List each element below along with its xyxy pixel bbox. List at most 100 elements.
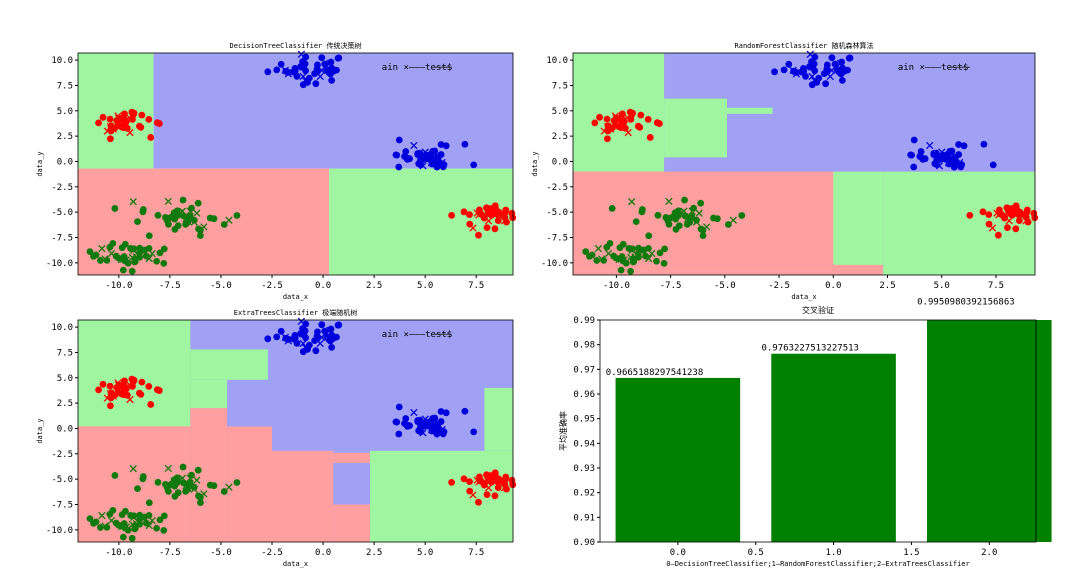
y-tick-label: 0.0 — [57, 424, 73, 434]
train-point-marker — [162, 214, 169, 221]
train-point-marker — [179, 196, 187, 204]
train-point-marker — [302, 320, 310, 328]
test-point-marker — [326, 59, 334, 68]
train-point-marker — [417, 152, 425, 160]
train-point-marker — [654, 211, 662, 219]
train-point-marker — [440, 161, 448, 169]
train-point-marker — [653, 257, 660, 265]
train-point-marker — [582, 248, 590, 256]
test-point-marker — [826, 72, 834, 81]
y-tick-label: 0.0 — [552, 157, 568, 167]
train-point-marker — [699, 232, 707, 240]
train-point-marker — [165, 487, 172, 495]
x-tick-label: 0.5 — [748, 548, 764, 558]
train-point-marker — [134, 218, 141, 226]
train-point-marker — [206, 214, 214, 222]
train-point-marker — [440, 428, 448, 436]
y-tick-label: 7.5 — [57, 348, 73, 358]
y-tick-label: 0.95 — [573, 415, 595, 425]
train-point-marker — [314, 335, 321, 342]
test-point-marker — [680, 207, 688, 215]
train-point-marker — [141, 246, 148, 254]
test-point-marker — [836, 59, 845, 68]
test-point-marker — [612, 114, 620, 122]
train-point-marker — [442, 409, 450, 417]
train-point-marker — [141, 513, 148, 521]
train-point-marker — [813, 78, 821, 86]
train-point-marker — [846, 54, 854, 62]
y-tick-label: -7.5 — [546, 233, 568, 243]
scatter-panel-top-left: ain ×———test$ -10.0 -7.5 -5.0 -2.5 0.0 2.5 5.0 7… — [36, 41, 517, 301]
train-point-marker — [103, 523, 111, 531]
y-tick-label: -5.0 — [546, 208, 568, 218]
train-point-marker — [690, 204, 697, 212]
x-tick-label: 2.0 — [981, 548, 997, 558]
train-point-marker — [129, 111, 137, 119]
y-tick-label: 0.0 — [57, 157, 73, 167]
train-point-marker — [423, 151, 431, 159]
test-point-marker — [628, 198, 636, 206]
train-point-marker — [980, 140, 988, 148]
train-point-marker — [672, 225, 680, 233]
train-point-marker — [620, 118, 628, 126]
plot-frame — [572, 52, 1036, 276]
y-tick-label: 0.90 — [573, 538, 595, 548]
train-point-marker — [122, 385, 130, 393]
train-point-marker — [697, 225, 705, 233]
train-point-marker — [665, 220, 673, 228]
train-point-marker — [662, 214, 670, 221]
train-point-marker — [994, 231, 1002, 239]
train-point-marker — [966, 211, 974, 219]
train-point-marker — [466, 211, 473, 219]
train-point-marker — [107, 127, 115, 135]
test-point-marker — [702, 223, 711, 231]
train-point-marker — [588, 251, 596, 259]
decision-region — [833, 171, 884, 265]
train-point-marker — [494, 211, 502, 219]
decision-region — [664, 98, 727, 158]
y-tick-label: 10.0 — [51, 323, 73, 333]
train-point-marker — [264, 335, 272, 343]
train-point-marker — [470, 428, 478, 436]
decision-region — [484, 387, 513, 451]
bar-1 — [771, 353, 896, 542]
x-tick-label: 0.0 — [315, 281, 331, 291]
train-point-marker — [995, 206, 1003, 214]
train-point-marker — [318, 54, 326, 62]
y-axis-label: data_y — [36, 151, 44, 176]
train-point-marker — [186, 479, 194, 487]
train-point-marker — [304, 78, 311, 86]
bar-value-label: 0.9950980392156863 — [917, 297, 1015, 307]
test-point-marker — [624, 128, 632, 137]
train-point-marker — [134, 485, 141, 493]
train-point-marker — [828, 54, 836, 62]
train-point-marker — [282, 67, 290, 75]
train-point-marker — [1016, 211, 1023, 219]
train-point-marker — [129, 378, 137, 386]
test-point-marker — [935, 162, 944, 170]
train-point-marker — [139, 206, 147, 213]
train-point-marker — [608, 205, 616, 212]
train-point-marker — [131, 525, 139, 533]
y-tick-label: 0.94 — [573, 439, 595, 449]
test-point-marker — [145, 521, 153, 530]
train-point-marker — [154, 211, 162, 219]
train-point-marker — [328, 343, 336, 351]
y-tick-label: 2.5 — [57, 132, 73, 142]
train-point-marker — [448, 478, 455, 486]
train-point-marker — [220, 221, 228, 228]
train-point-marker — [197, 499, 204, 507]
y-tick-label: 10.0 — [51, 56, 73, 66]
train-point-marker — [145, 382, 153, 390]
train-point-marker — [95, 119, 102, 127]
test-point-marker — [610, 120, 619, 129]
test-point-marker — [644, 254, 653, 263]
train-point-marker — [475, 498, 482, 506]
train-point-marker — [264, 68, 272, 76]
train-point-marker — [596, 113, 603, 121]
train-point-marker — [326, 337, 334, 345]
y-tick-label: -10.0 — [46, 259, 73, 269]
x-tick-label: 7.5 — [468, 548, 484, 558]
y-tick-label: -7.5 — [51, 500, 73, 510]
train-point-marker — [107, 394, 115, 402]
